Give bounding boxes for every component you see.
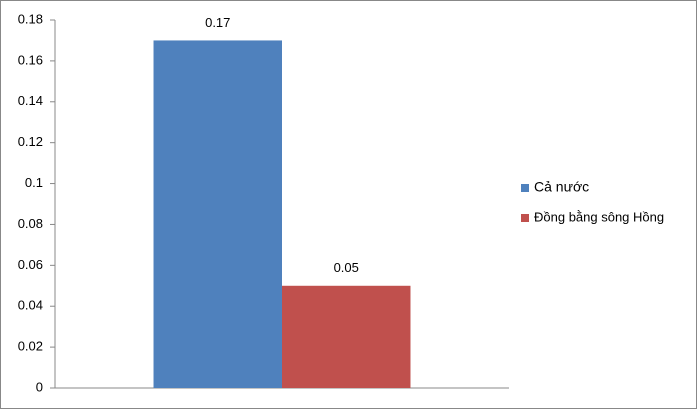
y-tick-label: 0.14	[18, 93, 43, 108]
y-tick-label: 0.06	[18, 257, 43, 272]
y-tick-label: 0.12	[18, 134, 43, 149]
value-label: 0.05	[334, 260, 359, 275]
legend-swatch	[521, 214, 529, 222]
y-tick-label: 0.08	[18, 216, 43, 231]
legend-label: Đồng bằng sông Hồng	[534, 209, 664, 224]
y-tick-label: 0.18	[18, 11, 43, 26]
y-tick-label: 0	[36, 379, 43, 394]
y-tick-label: 0.04	[18, 298, 43, 313]
bar	[153, 40, 282, 388]
value-label: 0.17	[205, 15, 230, 30]
y-tick-label: 0.16	[18, 52, 43, 67]
legend-label: Cả nước	[534, 179, 589, 195]
y-tick-label: 0.1	[25, 175, 43, 190]
y-tick-label: 0.02	[18, 339, 43, 354]
bar	[282, 285, 411, 388]
legend-swatch	[521, 184, 529, 192]
